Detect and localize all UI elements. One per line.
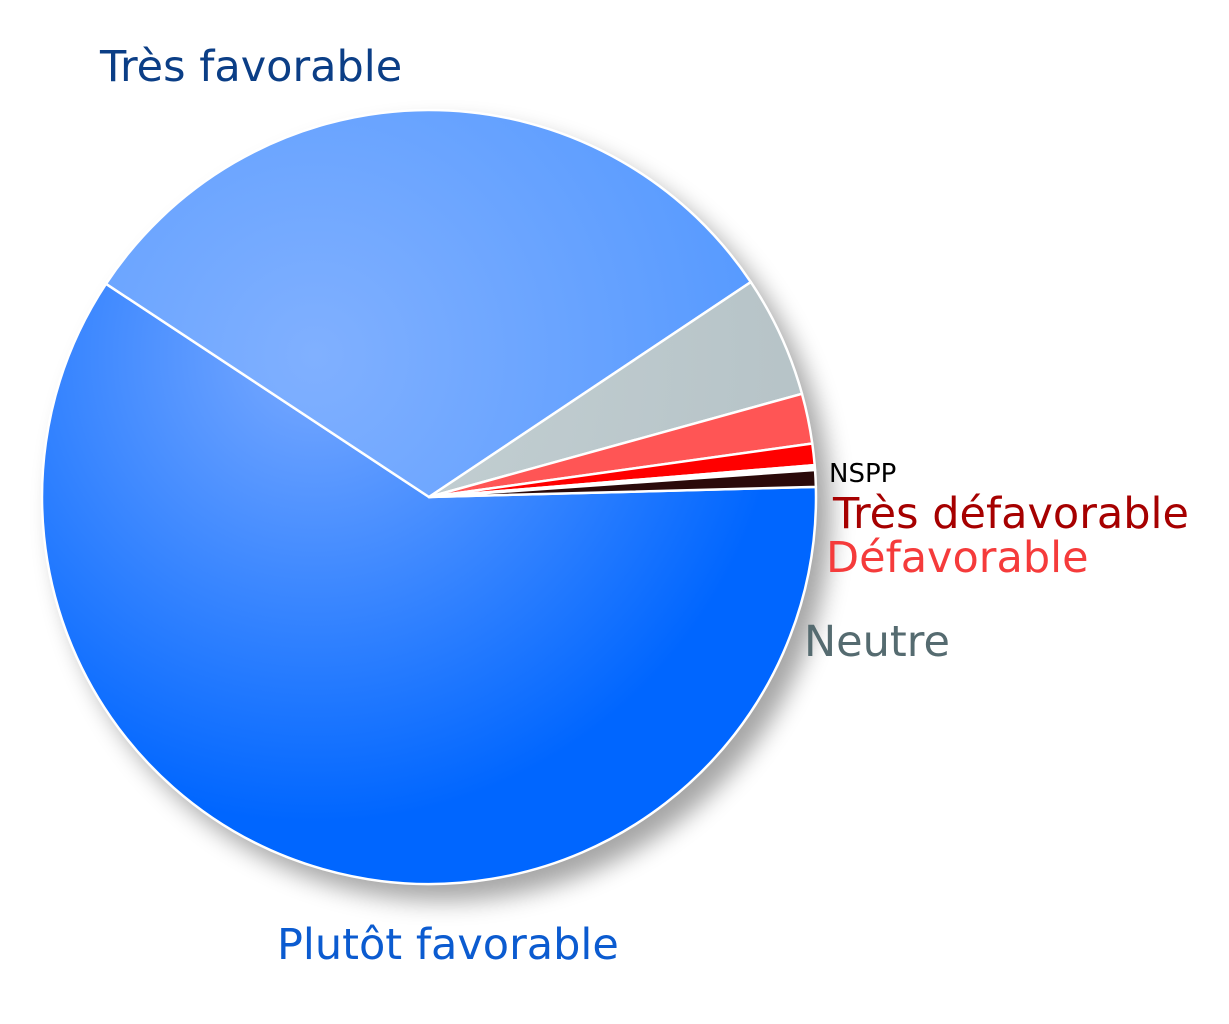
pie-labels: Très favorable Plutôt favorable Neutre Défa…: [99, 42, 1189, 970]
pie-slice-nspp: [427, 468, 818, 499]
slice-label-nspp: NSPP: [829, 459, 896, 489]
slice-label-defavorable: Défavorable: [826, 533, 1089, 583]
pie-slice-tres-favorable: [40, 282, 818, 886]
pie-slice-plutot-favorable: [104, 108, 753, 499]
pie-slices: [40, 108, 818, 886]
slice-label-neutre: Neutre: [804, 617, 950, 667]
slice-label-tres-defavorable: Très défavorable: [832, 489, 1189, 539]
slice-label-plutot-favorable: Plutôt favorable: [277, 920, 619, 970]
slice-label-tres-favorable: Très favorable: [99, 42, 402, 92]
